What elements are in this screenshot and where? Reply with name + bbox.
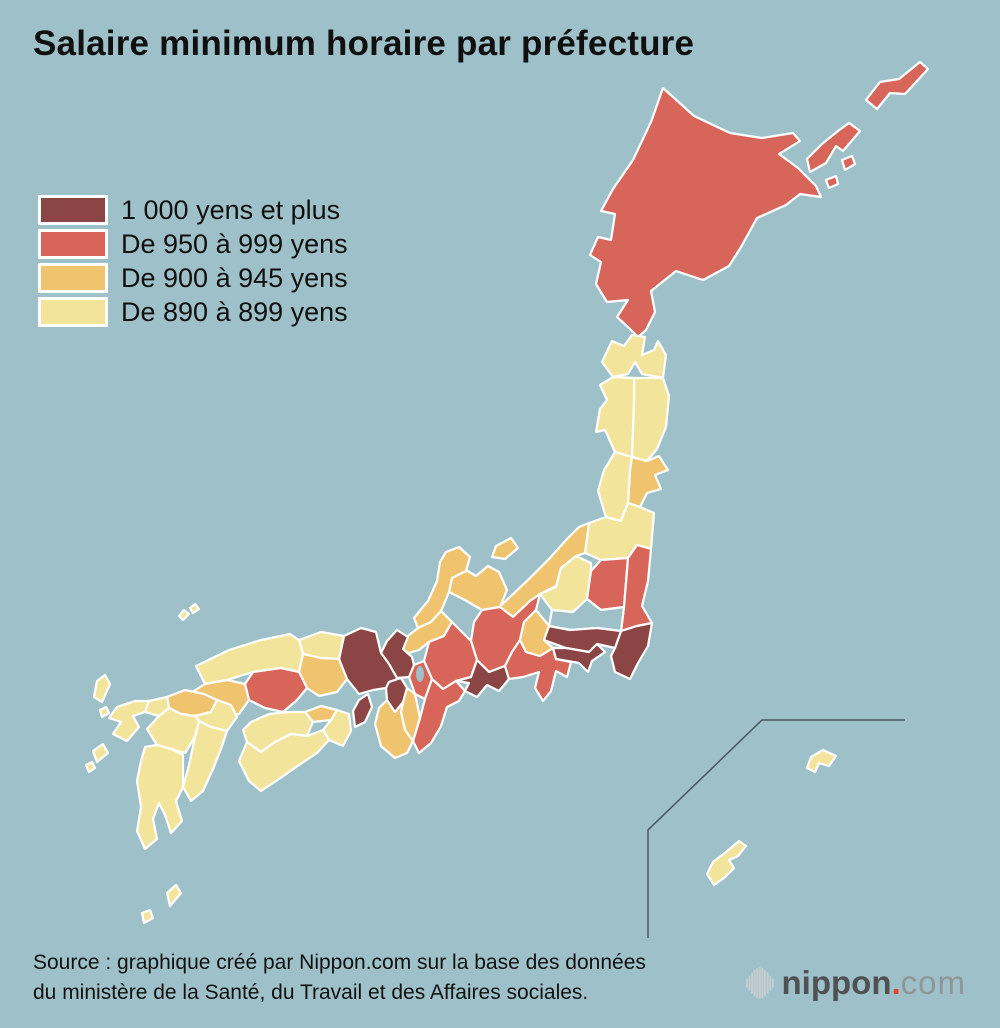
prefecture-kagoshima [135, 743, 838, 925]
page-title: Salaire minimum horaire par préfecture [33, 24, 695, 63]
prefecture-tokyo [542, 624, 623, 654]
prefecture-iwate [630, 376, 671, 463]
legend-label: De 900 à 945 yens [121, 262, 348, 293]
lake-biwa [416, 666, 424, 682]
prefecture-miyagi [626, 454, 670, 509]
legend-label: 1 000 yens et plus [121, 194, 341, 225]
prefecture-akita [594, 375, 636, 459]
logo-red-dot: . [891, 964, 901, 1001]
legend-swatch-1000_plus [38, 195, 108, 225]
prefecture-osaka [384, 676, 409, 714]
prefecture-kanagawa [551, 642, 607, 674]
legend-row-890_899: De 890 à 899 yens [38, 297, 348, 327]
nippon-com-logo-text: nippon.com [782, 964, 966, 1002]
legend-label: De 950 à 999 yens [121, 228, 348, 259]
legend-row-950_999: De 950 à 999 yens [38, 229, 348, 259]
prefecture-miyazaki [181, 719, 229, 803]
legend-row-900_945: De 900 à 945 yens [38, 263, 348, 293]
legend: 1 000 yens et plus De 950 à 999 yens De 90… [38, 195, 348, 331]
prefecture-aichi [454, 658, 511, 699]
prefecture-toyama [447, 564, 509, 612]
prefecture-kochi [237, 728, 331, 793]
prefecture-hiroshima [243, 666, 309, 714]
logo-word-com: com [900, 964, 966, 1001]
legend-row-1000_plus: 1 000 yens et plus [38, 195, 348, 225]
legend-swatch-900_945 [38, 263, 108, 293]
prefecture-okinawa [705, 839, 748, 887]
source-line-2: du ministère de la Santé, du Travail et … [33, 981, 589, 1005]
nippon-com-logo: nippon.com [744, 964, 966, 1002]
prefecture-tochigi [585, 556, 630, 612]
legend-swatch-890_899 [38, 297, 108, 327]
prefecture-aomori [600, 333, 668, 380]
legend-label: De 890 à 899 yens [121, 296, 348, 327]
source-line-1: Source : graphique créé par Nippon.com s… [33, 951, 646, 974]
logo-word-nippon: nippon [781, 964, 892, 1001]
source-note: Source : graphique créé par Nippon.com s… [33, 948, 646, 1009]
prefecture-chiba [609, 621, 654, 681]
okinawa-inset-boundary-line [647, 719, 905, 938]
prefecture-hokkaido [588, 60, 930, 339]
nippon-com-logo-icon [745, 967, 774, 999]
legend-swatch-950_999 [38, 229, 108, 259]
prefecture-nagasaki [84, 673, 151, 774]
